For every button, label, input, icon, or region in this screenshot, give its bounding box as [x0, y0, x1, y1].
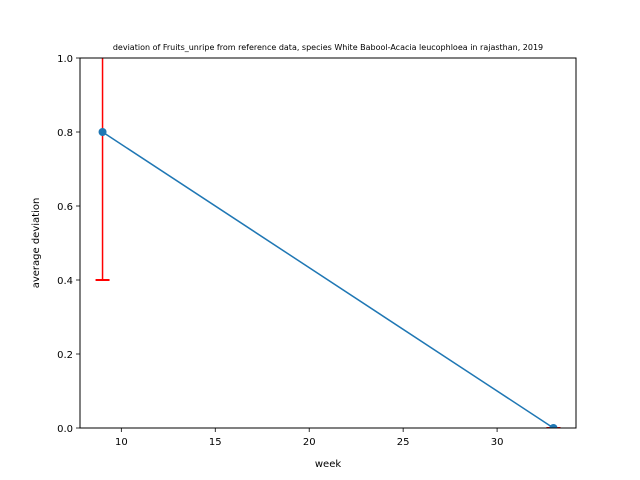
x-axis: 10 15 20 25 30 — [115, 428, 503, 448]
plot-area — [95, 58, 561, 428]
x-axis-label: week — [315, 459, 341, 470]
y-tick-label: 1.0 — [57, 54, 73, 65]
data-point — [549, 424, 558, 428]
x-tick-label: 15 — [209, 437, 222, 448]
y-tick-label: 0.2 — [57, 350, 73, 361]
y-axis: 0.0 0.2 0.4 0.6 0.8 1.0 — [57, 54, 80, 435]
plot-clip-group — [95, 58, 561, 428]
y-tick-label: 0.4 — [57, 276, 73, 287]
x-tick-label: 20 — [303, 437, 316, 448]
x-tick-label: 30 — [491, 437, 504, 448]
series-line — [102, 131, 554, 428]
y-tick-label: 0.6 — [57, 202, 73, 213]
y-axis-label: average deviation — [31, 198, 42, 289]
x-tick-label: 10 — [115, 437, 128, 448]
chart-title: deviation of Fruits_unripe from referenc… — [113, 43, 543, 52]
x-tick-label: 25 — [397, 437, 410, 448]
y-tick-label: 0.0 — [57, 424, 73, 435]
plot-frame — [79, 57, 577, 429]
data-point — [98, 128, 107, 136]
y-tick-label: 0.8 — [57, 128, 73, 139]
